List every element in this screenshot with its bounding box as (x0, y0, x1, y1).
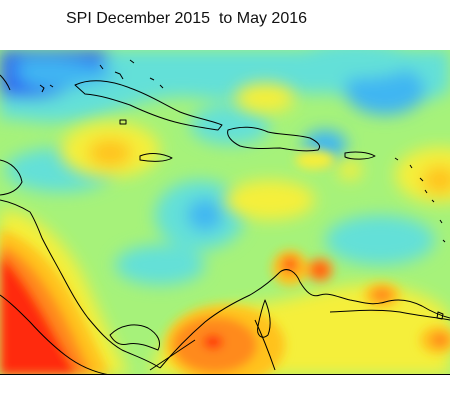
wet-center (187, 199, 223, 231)
lake-maracaibo-coast (257, 299, 271, 338)
dry-antilles (422, 166, 450, 194)
slightly-dry-hispaniola (295, 150, 335, 170)
florida-coast (0, 74, 11, 91)
hispaniola-coast (227, 126, 321, 152)
slightly-wet-east (325, 215, 435, 265)
extreme-dry-colombia (203, 335, 223, 349)
panama-coast (109, 324, 161, 351)
central-america-pacific-coast (0, 294, 111, 375)
coastlines (0, 59, 450, 375)
slightly-wet-south (115, 245, 205, 285)
yucatan-coast (0, 159, 23, 196)
slightly-dry-cuba (235, 83, 295, 113)
extreme-dry-guajira (286, 260, 294, 268)
border-a (149, 339, 196, 371)
south-america-coast (159, 269, 450, 369)
slightly-dry-center (225, 180, 315, 220)
map-title: SPI December 2015 to May 2016 (66, 10, 308, 27)
puerto-rico-coast (344, 151, 376, 160)
spi-map-canvas (0, 50, 450, 375)
very-dry-se (431, 333, 449, 347)
slightly-wet-cuba (190, 105, 270, 145)
isle-of-youth-coast (119, 119, 127, 125)
extreme-dry-abc-islands (315, 265, 325, 275)
spi-map (0, 50, 450, 375)
jamaica-coast (139, 153, 173, 162)
cuba-coast (74, 80, 223, 131)
dry-core-anomalies (0, 150, 450, 375)
very-dry-venezuela (372, 288, 392, 302)
trinidad-coast (436, 311, 444, 320)
wet-anomalies (0, 50, 450, 285)
central-america-coast (0, 199, 161, 369)
lesser-antilles-coast (394, 157, 446, 243)
slightly-wet-ne (295, 50, 415, 78)
bahamas-coast (99, 59, 164, 89)
border-b (254, 319, 276, 371)
slightly-dry-pr (338, 160, 362, 180)
keys-coast (39, 84, 54, 93)
dry-west (88, 139, 132, 167)
extreme-dry-central-america (0, 255, 78, 375)
